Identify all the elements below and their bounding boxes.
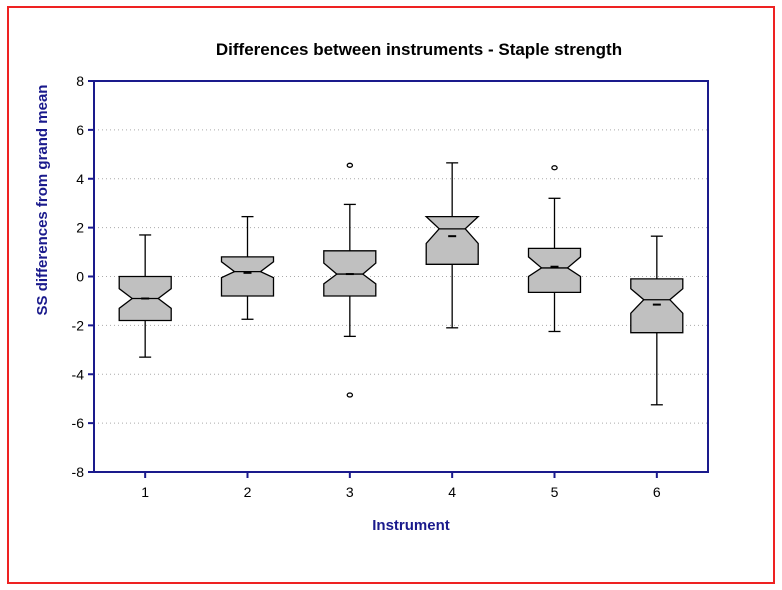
y-tick-label: 0 [76, 269, 84, 285]
outlier-point [551, 165, 558, 171]
y-tick-label: -4 [72, 366, 85, 382]
box-body [424, 215, 480, 265]
box-instrument-3 [323, 162, 377, 398]
y-tick-label: 8 [76, 73, 84, 89]
x-tick-label: 5 [551, 484, 559, 500]
box-instrument-2 [220, 215, 275, 320]
y-tick-label: 6 [76, 122, 84, 138]
box-instrument-6 [630, 235, 684, 406]
x-tick-label: 3 [346, 484, 354, 500]
y-tick-label: -6 [72, 415, 85, 431]
box-instrument-4 [424, 162, 480, 329]
box-body [630, 278, 684, 334]
boxes [118, 162, 684, 406]
x-tick-label: 2 [244, 484, 252, 500]
x-axis-label: Instrument [372, 517, 450, 534]
x-tick-label: 1 [141, 484, 149, 500]
x-tick-label: 4 [448, 484, 456, 500]
y-tick-label: 2 [76, 220, 84, 236]
chart-title: Differences between instruments - Staple… [216, 40, 622, 59]
box-body [527, 247, 582, 294]
y-tick-label: 4 [76, 171, 84, 187]
box-body [220, 256, 275, 297]
box-instrument-1 [118, 234, 172, 358]
y-tick-label: -2 [72, 317, 85, 333]
outlier-point [346, 392, 354, 398]
axis-ticks: -8 -6 -4 -2 0 2 4 6 8 1 2 3 4 5 6 [72, 73, 661, 500]
y-tick-label: -8 [72, 464, 85, 480]
y-axis-label: SS differences from grand mean [34, 85, 51, 316]
gridlines [94, 129, 708, 424]
box-instrument-5 [527, 165, 582, 333]
x-tick-label: 6 [653, 484, 661, 500]
outlier-point [346, 162, 354, 168]
